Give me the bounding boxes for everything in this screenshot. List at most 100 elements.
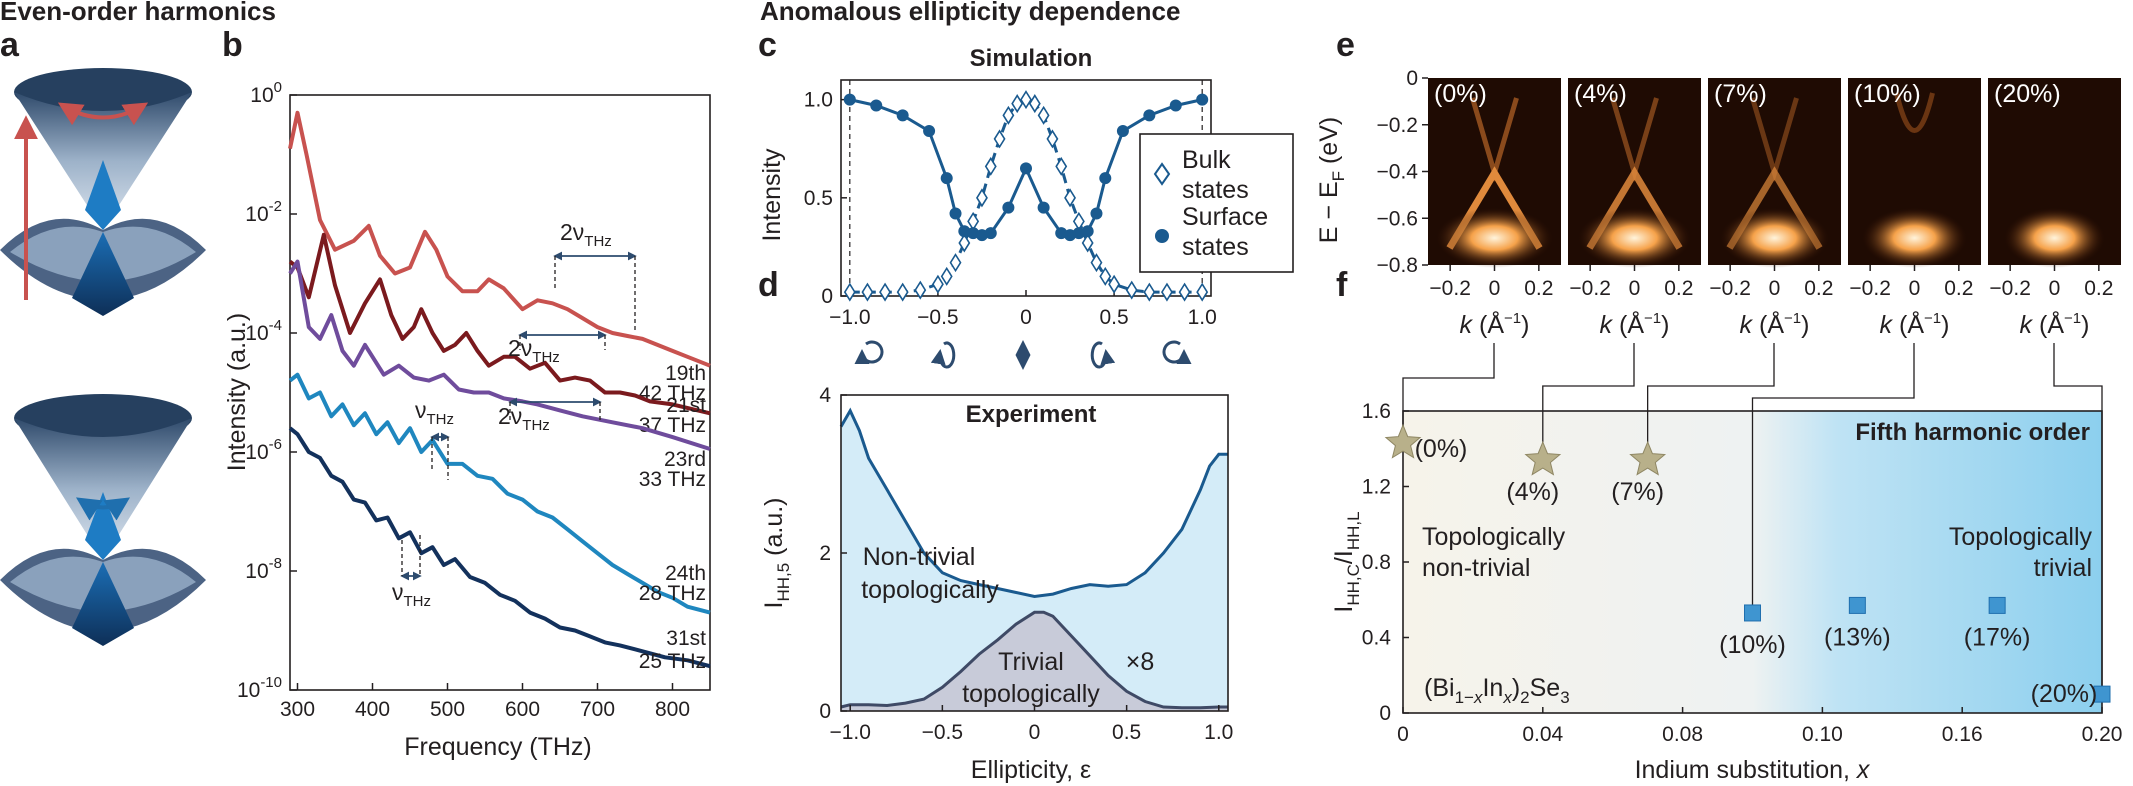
f-star-marker bbox=[1524, 440, 1562, 476]
e-x-tick-label: −0.2 bbox=[1569, 277, 1610, 300]
e-x-tick-label: −0.2 bbox=[1989, 277, 2030, 300]
c-bulk-marker bbox=[1037, 105, 1050, 125]
c-bulk-marker bbox=[1178, 282, 1191, 302]
panel-c-chart: Simulation −1.0 −0.5 0 0.5 1.0 0 0.5 1.0 Intens… bbox=[758, 45, 1294, 329]
arpes-bulk-glow bbox=[1862, 208, 1967, 268]
c-bulk-marker bbox=[1020, 90, 1032, 110]
b-x-tick-label: 500 bbox=[430, 698, 465, 721]
c-surface-marker bbox=[1099, 172, 1112, 185]
d-nontrivial-area bbox=[841, 410, 1228, 711]
f-square-marker bbox=[2093, 685, 2111, 703]
c-bulk-marker bbox=[843, 282, 856, 302]
legend-bulk-1: Bulk bbox=[1182, 146, 1231, 174]
f-point-label: (17%) bbox=[1964, 623, 2031, 651]
c-surface-marker bbox=[1196, 93, 1209, 106]
b-series-freq-label: 33 THz bbox=[639, 468, 706, 491]
c-surface-marker bbox=[1116, 125, 1129, 138]
b-series-freq-label: 28 THz bbox=[639, 582, 706, 605]
f-star-marker bbox=[1384, 423, 1422, 459]
c-surface-marker bbox=[1090, 207, 1103, 220]
polarization-icons bbox=[854, 340, 1192, 370]
panel-b-annotations: 2νTHz 2νTHz 2νTHz νTHz νTHz bbox=[392, 219, 637, 610]
e-y-tick-label: −0.8 bbox=[1377, 254, 1418, 277]
b-series-freq-label: 25 THz bbox=[639, 650, 706, 673]
c-bulk-marker bbox=[1090, 253, 1103, 273]
b-series-order-label: 23rd bbox=[664, 448, 706, 471]
panel-b-x-ticks: 300 400 500 600 700 800 bbox=[280, 683, 690, 721]
label-scale-x8: ×8 bbox=[1126, 648, 1155, 676]
d-x-tick-label: 1.0 bbox=[1204, 721, 1233, 744]
b-y-tick-label: 10-10 bbox=[237, 674, 282, 702]
d-nontrivial-line bbox=[839, 407, 1228, 599]
e-x-tick-label: 0 bbox=[1909, 277, 1921, 300]
d-trivial-area bbox=[841, 612, 1228, 711]
arpes-bulk-glow bbox=[2004, 208, 2105, 268]
c-bulk-marker bbox=[984, 156, 997, 176]
b-series-freq-label: 42 THz bbox=[639, 382, 706, 405]
c-surface-marker bbox=[843, 93, 856, 106]
panel-b-y-label: Intensity (a.u.) bbox=[223, 313, 251, 471]
left-elliptical-icon bbox=[930, 341, 956, 369]
f-x-tick-label: 0 bbox=[1397, 723, 1409, 746]
e-x-tick-label: 0 bbox=[1629, 277, 1641, 300]
section-title-mid: Anomalous ellipticity dependence bbox=[760, 0, 1180, 26]
b-x-tick-label: 300 bbox=[280, 698, 315, 721]
c-bulk-marker bbox=[1064, 188, 1076, 208]
panel-c-title: Simulation bbox=[970, 45, 1093, 72]
f-x-tick-label: 0.20 bbox=[2082, 723, 2123, 746]
arpes-map-1: (4%) −0.2 0 0.2 k (Å−1) bbox=[1568, 78, 1701, 339]
c-surface-marker bbox=[870, 99, 883, 112]
b-y-tick-label: 10-4 bbox=[245, 317, 282, 345]
arpes-map-3: (10%) −0.2 0 0.2 k (Å−1) bbox=[1848, 78, 1981, 339]
c-bulk-marker bbox=[1161, 282, 1173, 302]
panel-e-arpes: (0%)−0.2 0 0.2k (Å−1)(4%)−0.2 0 0.2k (Å−1)(7… bbox=[1315, 67, 2121, 339]
e-y-tick-label: 0 bbox=[1406, 67, 1418, 90]
c-surface-marker bbox=[896, 109, 909, 122]
b-series-line-24th bbox=[288, 372, 711, 615]
panel-letter-b: b bbox=[222, 26, 243, 64]
f-y-tick-label: 0.8 bbox=[1362, 551, 1391, 574]
panel-a-schematic bbox=[0, 68, 206, 646]
d-x-tick-label: −1.0 bbox=[829, 721, 870, 744]
f-square-marker bbox=[1988, 596, 2006, 614]
c-bulk-marker bbox=[1011, 94, 1024, 114]
right-elliptical-icon bbox=[1090, 341, 1116, 369]
b-series-line-23rd bbox=[288, 259, 711, 451]
c-bulk-marker bbox=[1002, 105, 1015, 125]
legend-surface-1: Surface bbox=[1182, 203, 1268, 231]
b-series-order-label: 31st bbox=[666, 627, 706, 650]
panel-letter-d: d bbox=[758, 266, 779, 304]
c-surface-marker bbox=[984, 227, 997, 240]
f-x-tick-label: 0.08 bbox=[1662, 723, 1703, 746]
e-x-tick-label: 0.2 bbox=[1804, 277, 1833, 300]
c-bulk-marker bbox=[896, 282, 909, 302]
label-topo-trivial-1: Topologically bbox=[1949, 523, 2093, 551]
e-x-tick-label: 0 bbox=[1489, 277, 1501, 300]
c-bulk-marker bbox=[861, 282, 874, 302]
f-point-label: (20%) bbox=[2031, 680, 2098, 708]
b-series-order-label: 21st bbox=[666, 394, 706, 417]
f-leader-line bbox=[1647, 343, 1775, 461]
label-topo-trivial-2: trivial bbox=[2034, 554, 2092, 582]
f-point-label: (10%) bbox=[1719, 631, 1786, 659]
b-y-tick-label: 10-6 bbox=[245, 436, 282, 464]
e-x-axis-label: k (Å−1) bbox=[2020, 309, 2090, 339]
c-bulk-marker bbox=[958, 233, 971, 253]
d-x-tick-label: 0 bbox=[1029, 721, 1041, 744]
panel-d-y-label: IHH,5 (a.u.) bbox=[760, 498, 793, 609]
b-series-line-21st bbox=[288, 232, 711, 416]
panel-letter-a: a bbox=[0, 26, 20, 64]
label-nontrivial-2: topologically bbox=[861, 576, 999, 604]
c-surface-marker bbox=[1081, 225, 1094, 238]
arpes-map-label: (10%) bbox=[1854, 80, 1921, 108]
c-y-tick-label: 0 bbox=[821, 285, 833, 308]
panel-letter-e: e bbox=[1336, 26, 1355, 64]
f-x-tick-label: 0.16 bbox=[1942, 723, 1983, 746]
f-leader-line bbox=[1542, 343, 1635, 461]
e-x-tick-label: 0 bbox=[2049, 277, 2061, 300]
f-square-marker bbox=[1744, 604, 1761, 622]
arpes-map-label: (0%) bbox=[1434, 80, 1487, 108]
f-x-tick-label: 0.04 bbox=[1522, 723, 1563, 746]
label-topo-nontrivial-2: non-trivial bbox=[1422, 554, 1530, 582]
c-bulk-marker bbox=[1081, 233, 1094, 253]
